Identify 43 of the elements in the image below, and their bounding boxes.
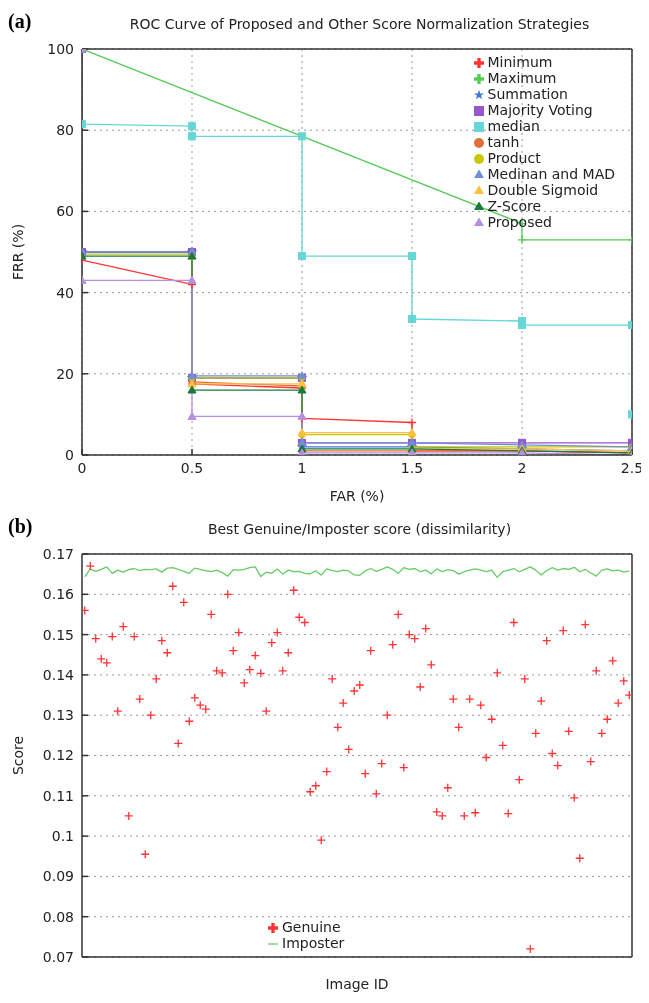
y-tick-label: 100	[47, 40, 74, 57]
legend-label: Genuine	[282, 919, 341, 935]
x-tick-label: 2	[517, 459, 527, 476]
legend-label: Product	[487, 150, 541, 166]
legend-label: tanh	[487, 134, 520, 150]
x-tick-label: 1.5	[400, 459, 424, 476]
y-tick-label: 60	[56, 203, 74, 220]
x-tick-label: 0	[77, 459, 87, 476]
x-axis-title: Image ID	[325, 976, 389, 992]
y-tick-label: 0.17	[42, 545, 74, 562]
text: (b)	[8, 515, 33, 537]
y-tick-label: 80	[56, 122, 74, 139]
legend-label: Double Sigmoid	[487, 182, 599, 198]
y-axis-title: FRR (%)	[9, 223, 26, 281]
y-tick-label: 0.12	[42, 747, 74, 764]
legend-label: median	[487, 118, 540, 134]
legend-label: Majority Voting	[487, 102, 593, 118]
legend-label: Imposter	[282, 935, 345, 951]
y-tick-label: 0.1	[51, 828, 74, 845]
legend-label: Medinan and MAD	[487, 166, 615, 182]
text: (a)	[8, 10, 32, 32]
y-tick-label: 0.11	[42, 787, 74, 804]
y-tick-label: 0.09	[42, 868, 74, 885]
x-tick-label: 1	[297, 459, 307, 476]
y-tick-label: 0.14	[42, 666, 75, 683]
chart-title: ROC Curve of Proposed and Other Score Normalization Strategies	[128, 16, 591, 32]
x-tick-label: 2.5	[620, 459, 644, 476]
x-tick-label: 0.5	[180, 459, 204, 476]
x-axis-title: FAR (%)	[329, 488, 385, 504]
y-tick-label: 0.08	[42, 908, 74, 925]
legend-label: Summation	[487, 86, 568, 102]
y-axis-title: Score	[9, 735, 26, 776]
y-tick-label: 0	[65, 446, 74, 463]
chart-title: Best Genuine/Imposter score (dissimilarity)	[206, 521, 513, 537]
y-tick-label: 20	[56, 365, 74, 382]
y-tick-label: 0.07	[42, 948, 74, 965]
y-tick-label: 40	[56, 284, 74, 301]
legend-label: Minimum	[487, 54, 553, 70]
y-tick-label: 0.13	[42, 707, 74, 724]
y-tick-label: 0.15	[42, 626, 74, 643]
legend-label: Z-Score	[487, 198, 542, 214]
y-tick-label: 0.16	[42, 586, 75, 603]
legend-label: Maximum	[487, 70, 557, 86]
